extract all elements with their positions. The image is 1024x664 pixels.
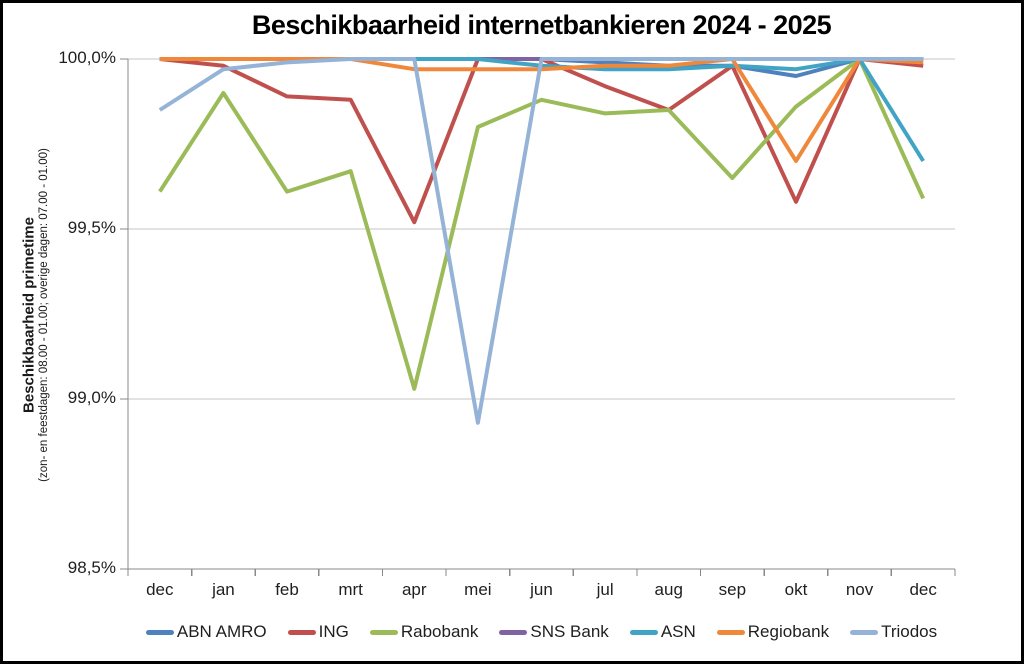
series-line-triodos xyxy=(158,57,924,425)
legend-swatch xyxy=(716,629,745,635)
x-tick-label: apr xyxy=(401,580,427,599)
x-tick-label: jan xyxy=(212,580,235,599)
legend-swatch xyxy=(287,629,316,635)
x-tick-label: dec xyxy=(146,580,174,599)
legend-label: Regiobank xyxy=(747,622,830,641)
x-tick-label: okt xyxy=(784,580,808,599)
legend-swatch xyxy=(499,629,528,635)
y-tick-label: 99,5% xyxy=(67,218,116,237)
legend-item-triodos: Triodos xyxy=(850,622,937,642)
legend-label: Triodos xyxy=(881,622,938,641)
chart-title: Beschikbaarheid internetbankieren 2024 -… xyxy=(251,10,832,40)
legend-swatch xyxy=(369,629,398,635)
x-tick-label: mei xyxy=(464,580,492,599)
gridlines xyxy=(128,58,955,400)
x-tick-label: jun xyxy=(530,580,553,599)
legend-label: ABN AMRO xyxy=(176,622,267,641)
legend-item-asn: ASN xyxy=(629,622,696,642)
axes xyxy=(120,58,956,576)
legend-item-ing: ING xyxy=(287,622,349,642)
legend-swatch xyxy=(850,629,879,635)
x-tick-label: jul xyxy=(596,580,614,599)
x-tick-label: feb xyxy=(275,580,299,599)
legend-label: ASN xyxy=(660,622,696,641)
legend-label: Rabobank xyxy=(400,622,479,641)
x-tick-label: sep xyxy=(718,580,747,599)
legend-item-sns-bank: SNS Bank xyxy=(499,622,609,642)
legend: ABN AMRO ING Rabobank SNS Bank ASN Regiobank T… xyxy=(128,619,955,645)
y-tick-label: 99,0% xyxy=(67,388,116,407)
x-tick-label: mrt xyxy=(338,580,363,599)
legend-swatch xyxy=(145,629,174,635)
legend-label: ING xyxy=(318,622,349,641)
x-tick-label: aug xyxy=(654,580,683,599)
y-tick-label: 98,5% xyxy=(67,558,116,577)
legend-item-regiobank: Regiobank xyxy=(716,622,830,642)
series-line-rabobank xyxy=(158,57,926,391)
plot-area xyxy=(120,57,956,576)
y-tick-label: 100,0% xyxy=(58,48,116,67)
x-tick-label: nov xyxy=(845,580,874,599)
series-lines xyxy=(158,57,926,425)
legend-item-abn-amro: ABN AMRO xyxy=(145,622,267,642)
legend-label: SNS Bank xyxy=(530,622,609,641)
legend-swatch xyxy=(629,629,658,635)
legend-item-rabobank: Rabobank xyxy=(369,622,479,642)
x-tick-label: dec xyxy=(909,580,937,599)
